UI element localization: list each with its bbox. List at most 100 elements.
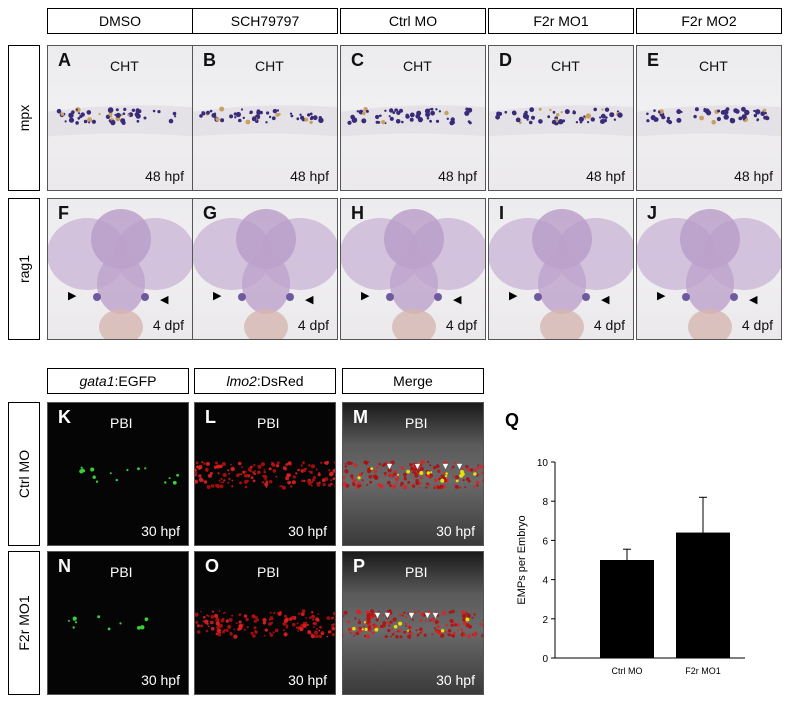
- arrowhead-right-marker: ▶: [657, 290, 666, 302]
- region-label: PBI: [405, 564, 428, 580]
- y-tick-label: 0: [542, 654, 548, 665]
- panel-e: E CHT 48 hpf: [636, 45, 782, 191]
- stage-label: 4 dpf: [152, 317, 184, 333]
- row-label-ctrl-mo: Ctrl MO: [8, 402, 40, 546]
- panel-letter: F: [58, 203, 69, 223]
- column-header-gata1-egfp: gata1:EGFP: [47, 368, 189, 394]
- panel-letter: O: [205, 556, 220, 576]
- stage-label: 48 hpf: [145, 168, 184, 184]
- arrowhead-down-marker: ▼: [385, 461, 394, 471]
- region-label: CHT: [110, 58, 139, 74]
- panel-letter: M: [353, 407, 368, 427]
- stage-label: 30 hpf: [141, 523, 180, 539]
- column-header-f2r-mo2: F2r MO2: [636, 8, 782, 34]
- panel-letter: H: [351, 203, 364, 223]
- arrowhead-down-marker: ▼: [441, 461, 450, 471]
- region-label: PBI: [110, 564, 133, 580]
- panel-o-image: [195, 609, 335, 639]
- panel-g: G 4 dpf ▶ ◀: [192, 198, 338, 340]
- region-label: PBI: [257, 564, 280, 580]
- arrowhead-down-marker: ▼: [383, 610, 392, 620]
- arrowhead-down-marker: ▼: [407, 610, 416, 620]
- panel-j: J 4 dpf ▶ ◀: [636, 198, 782, 340]
- panel-i-image: [489, 209, 633, 339]
- panel-b: B CHT 48 hpf: [192, 45, 338, 191]
- row-label-mpx: mpx: [8, 45, 40, 191]
- panel-letter: I: [499, 203, 505, 223]
- column-header-italic: gata1: [79, 373, 115, 389]
- column-header-sch79797: SCH79797: [192, 8, 338, 34]
- panel-letter: A: [58, 50, 71, 70]
- panel-o: O PBI 30 hpf: [194, 551, 336, 695]
- stage-label: 30 hpf: [436, 523, 475, 539]
- arrowhead-right-marker: ▶: [68, 290, 77, 302]
- panel-a: A CHT 48 hpf: [47, 45, 193, 191]
- arrowhead-right-marker: ▶: [361, 290, 370, 302]
- stage-label: 30 hpf: [141, 672, 180, 688]
- arrowhead-down-marker: ▼: [423, 610, 432, 620]
- arrowhead-down-marker: ▼: [413, 461, 422, 471]
- panel-i: I 4 dpf ▶ ◀: [488, 198, 634, 340]
- x-tick-label: F2r MO1: [685, 666, 721, 676]
- panel-letter: C: [351, 50, 364, 70]
- region-label: CHT: [403, 58, 432, 74]
- stage-label: 48 hpf: [438, 168, 477, 184]
- panel-l-image: [195, 460, 335, 490]
- panel-h-image: [341, 209, 485, 339]
- column-header-text: :EGFP: [114, 373, 157, 389]
- row-label-f2r-mo1: F2r MO1: [8, 551, 40, 695]
- column-header-f2r-mo1: F2r MO1: [488, 8, 634, 34]
- panel-a-image: [48, 105, 192, 137]
- panel-f-image: [48, 209, 192, 339]
- panel-p-image: [343, 609, 483, 639]
- panel-d: D CHT 48 hpf: [488, 45, 634, 191]
- arrowhead-down-marker: ▼: [373, 610, 382, 620]
- arrowhead-down-marker: ▼: [431, 610, 440, 620]
- row-label-f2r-mo1-text: F2r MO1: [16, 595, 32, 651]
- stage-label: 4 dpf: [741, 317, 773, 333]
- panel-letter: D: [499, 50, 512, 70]
- panel-l: L PBI 30 hpf: [194, 402, 336, 546]
- panel-k: K PBI 30 hpf: [47, 402, 189, 546]
- column-header-merge: Merge: [342, 368, 484, 394]
- panel-letter: K: [58, 407, 71, 427]
- arrowhead-left-marker: ◀: [160, 294, 169, 306]
- y-tick-label: 10: [537, 458, 549, 469]
- stage-label: 48 hpf: [734, 168, 773, 184]
- region-label: CHT: [551, 58, 580, 74]
- row-label-rag1: rag1: [8, 198, 40, 340]
- region-label: PBI: [257, 415, 280, 431]
- column-header-text: :DsRed: [256, 373, 304, 389]
- panel-letter: P: [353, 556, 366, 576]
- column-header-dmso: DMSO: [47, 8, 193, 34]
- emp-bar-chart: 0 2 4 6 8 10 EMPs per Embryo Ctrl MO F2r MO1: [516, 458, 745, 676]
- region-label: PBI: [110, 415, 133, 431]
- stage-label: 30 hpf: [288, 672, 327, 688]
- panel-p: P PBI 30 hpf ▼ ▼ ▼ ▼ ▼: [342, 551, 484, 695]
- panel-letter: L: [205, 407, 216, 427]
- panel-g-image: [193, 209, 337, 339]
- stage-label: 4 dpf: [297, 317, 329, 333]
- panel-c-image: [341, 105, 485, 137]
- arrowhead-down-marker: ▼: [455, 461, 464, 471]
- panel-n-image: [67, 615, 149, 631]
- bar-f2r-mo1: [676, 532, 730, 658]
- panel-j-image: [637, 209, 781, 339]
- panel-m-image: [343, 460, 483, 490]
- arrowhead-right-marker: ▶: [509, 290, 518, 302]
- arrowhead-right-marker: ▶: [213, 290, 222, 302]
- panel-c: C CHT 48 hpf: [340, 45, 486, 191]
- panel-f: F 4 dpf ▶ ◀: [47, 198, 193, 340]
- row-label-rag1-text: rag1: [16, 254, 32, 284]
- panel-letter-q: Q: [505, 410, 520, 430]
- panel-d-image: [489, 105, 633, 137]
- panel-letter: E: [647, 50, 660, 70]
- column-header-lmo2-dsred: lmo2:DsRed: [194, 368, 336, 394]
- stage-label: 30 hpf: [436, 672, 475, 688]
- panel-k-image: [79, 466, 180, 485]
- region-label: PBI: [405, 415, 428, 431]
- column-header-text: Merge: [393, 373, 433, 389]
- region-label: CHT: [255, 58, 284, 74]
- arrowhead-left-marker: ◀: [749, 294, 758, 306]
- panel-e-image: [637, 105, 781, 137]
